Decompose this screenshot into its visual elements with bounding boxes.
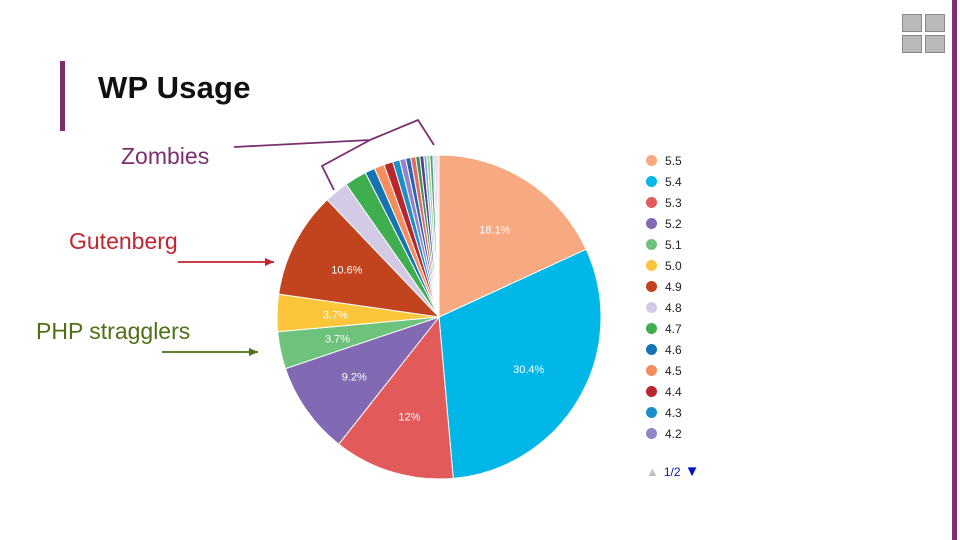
legend-label: 5.5 xyxy=(665,153,682,168)
slice-label: 9.2% xyxy=(342,372,367,384)
legend-pager: ▲ 1/2 ▼ xyxy=(646,463,699,480)
slide-title: WP Usage xyxy=(98,70,251,105)
legend-item[interactable]: 5.0 xyxy=(646,255,682,276)
slice-label: 30.4% xyxy=(513,364,544,376)
legend-swatch xyxy=(646,218,657,229)
legend-item[interactable]: 5.5 xyxy=(646,150,682,171)
legend-item[interactable]: 4.5 xyxy=(646,360,682,381)
legend-item[interactable]: 4.3 xyxy=(646,402,682,423)
slice-label: 12% xyxy=(398,411,420,423)
legend-label: 4.5 xyxy=(665,363,682,378)
legend-item[interactable]: 4.2 xyxy=(646,423,682,444)
legend-label: 4.6 xyxy=(665,342,682,357)
legend-item[interactable]: 4.9 xyxy=(646,276,682,297)
legend-swatch xyxy=(646,407,657,418)
legend-item[interactable]: 4.4 xyxy=(646,381,682,402)
annotation-zombies: Zombies xyxy=(121,143,210,169)
legend-swatch xyxy=(646,281,657,292)
logo-icon xyxy=(902,14,946,54)
legend-item[interactable]: 4.7 xyxy=(646,318,682,339)
title-accent-bar xyxy=(60,61,65,131)
legend-item[interactable]: 5.4 xyxy=(646,171,682,192)
legend-swatch xyxy=(646,365,657,376)
legend-label: 5.1 xyxy=(665,237,682,252)
legend-swatch xyxy=(646,155,657,166)
pie-slice-4-9[interactable] xyxy=(278,199,441,318)
pie-slice-5-3[interactable] xyxy=(338,315,454,480)
legend-swatch xyxy=(646,386,657,397)
pie-slice-5-2[interactable] xyxy=(284,315,441,445)
pie-slice-other-23[interactable] xyxy=(436,154,440,318)
legend-label: 5.3 xyxy=(665,195,682,210)
legend-item[interactable]: 5.1 xyxy=(646,234,682,255)
legend-label: 5.4 xyxy=(665,174,682,189)
slice-label: 3.7% xyxy=(323,309,348,321)
legend-label: 5.2 xyxy=(665,216,682,231)
annotation-gutenberg: Gutenberg xyxy=(69,228,178,254)
legend-label: 4.7 xyxy=(665,321,682,336)
legend-swatch xyxy=(646,323,657,334)
legend-page-indicator: 1/2 xyxy=(663,464,681,479)
legend-label: 4.2 xyxy=(665,426,682,441)
legend-item[interactable]: 4.8 xyxy=(646,297,682,318)
slice-label: 10.6% xyxy=(331,265,362,277)
triangle-down-icon[interactable]: ▼ xyxy=(684,463,700,480)
triangle-up-icon[interactable]: ▲ xyxy=(646,464,659,479)
chart-legend: 5.5 5.4 5.3 5.2 5.1 5.0 4.9 4.8 4.7 4.6 4.5 4.4 4.3 4… xyxy=(646,150,682,444)
legend-swatch xyxy=(646,302,657,313)
legend-item[interactable]: 5.3 xyxy=(646,192,682,213)
legend-label: 4.8 xyxy=(665,300,682,315)
pie-slice-5-5[interactable] xyxy=(438,154,587,318)
legend-label: 5.0 xyxy=(665,258,682,273)
slice-label: 18.1% xyxy=(479,225,510,237)
legend-label: 4.4 xyxy=(665,384,682,399)
legend-label: 4.3 xyxy=(665,405,682,420)
legend-swatch xyxy=(646,428,657,439)
legend-swatch xyxy=(646,260,657,271)
legend-swatch xyxy=(646,344,657,355)
legend-item[interactable]: 5.2 xyxy=(646,213,682,234)
legend-label: 4.9 xyxy=(665,279,682,294)
legend-item[interactable]: 4.6 xyxy=(646,339,682,360)
pie-slice-5-4[interactable] xyxy=(438,248,602,479)
right-edge-rule xyxy=(952,0,957,540)
annotation-php-stragglers: PHP stragglers xyxy=(36,318,191,344)
zombies-bracket xyxy=(233,118,435,191)
legend-swatch xyxy=(646,197,657,208)
slice-label: 3.7% xyxy=(325,333,350,345)
legend-swatch xyxy=(646,239,657,250)
legend-swatch xyxy=(646,176,657,187)
